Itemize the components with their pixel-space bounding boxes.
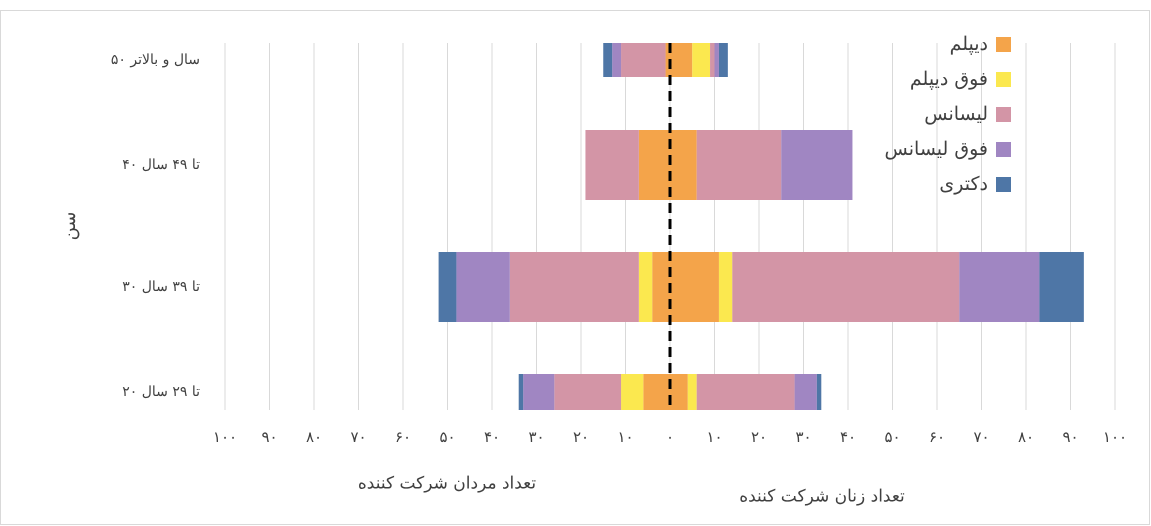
- bar-segment: [603, 43, 613, 77]
- bar-segment: [959, 252, 1040, 322]
- bar-segment: [612, 43, 622, 77]
- legend-label: دکتری: [939, 173, 988, 195]
- legend-swatch: [996, 37, 1011, 52]
- x-axis-label-left: تعداد مردان شرکت کننده: [358, 474, 536, 494]
- bar-segment: [696, 130, 782, 200]
- bar-segment: [732, 252, 960, 322]
- bar-segment: [710, 43, 715, 77]
- x-tick-label: ۹۰: [1062, 428, 1078, 446]
- x-tick-label: ۸۰: [306, 428, 322, 446]
- x-tick-label: ۵۰: [439, 428, 455, 446]
- x-tick-label: ۴۰: [484, 428, 500, 446]
- chart-frame: [0, 10, 1150, 525]
- bar-segment: [523, 374, 555, 410]
- x-tick-label: ۲۰: [573, 428, 589, 446]
- bar-segment: [585, 130, 639, 200]
- bar-segment: [554, 374, 622, 410]
- y-tick-label: ۵۰ سال و بالاتر: [111, 52, 200, 68]
- bar-segment: [670, 130, 697, 200]
- legend-label: فوق لیسانس: [885, 138, 988, 160]
- bar-segment: [1039, 252, 1084, 322]
- x-tick-label: ۲۰: [751, 428, 767, 446]
- y-tick-label: ۴۰ تا ۴۹ سال: [122, 157, 200, 173]
- bar-segment: [438, 252, 457, 322]
- y-axis-label: سن: [59, 212, 80, 241]
- x-tick-label: ۷۰: [350, 428, 366, 446]
- bar-segment: [638, 130, 670, 200]
- bar-segment: [692, 43, 711, 77]
- x-tick-label: ۹۰: [261, 428, 277, 446]
- x-tick-label: ۶۰: [929, 428, 945, 446]
- legend-label: فوق دیپلم: [910, 68, 988, 90]
- bar-segment: [687, 374, 697, 410]
- bar-segment: [509, 252, 639, 322]
- bar-segment: [781, 130, 853, 200]
- bar-segment: [670, 43, 693, 77]
- bar-segment: [670, 374, 688, 410]
- legend-swatch: [996, 177, 1011, 192]
- bar-segment: [652, 252, 670, 322]
- legend-label: دیپلم: [950, 33, 988, 55]
- bar-segment: [665, 43, 670, 77]
- legend-swatch: [996, 107, 1011, 122]
- bar-segment: [718, 252, 733, 322]
- bar-segment: [816, 374, 822, 410]
- bar-segment: [621, 43, 666, 77]
- bar-segment: [638, 252, 653, 322]
- bar-segment: [621, 374, 644, 410]
- x-axis-label-right: تعداد زنان شرکت کننده: [739, 487, 905, 507]
- bar-segment: [670, 252, 719, 322]
- y-tick-label: ۲۰ تا ۲۹ سال: [122, 384, 200, 400]
- x-tick-label: ۰: [666, 428, 674, 446]
- x-tick-label: ۴۰: [840, 428, 856, 446]
- bar-segment: [696, 374, 795, 410]
- x-tick-label: ۱۰: [706, 428, 722, 446]
- x-tick-label: ۷۰: [973, 428, 989, 446]
- legend-swatch: [996, 142, 1011, 157]
- x-tick-label: ۸۰: [1018, 428, 1034, 446]
- x-tick-label: ۳۰: [528, 428, 544, 446]
- x-tick-label: ۱۰۰: [213, 428, 237, 446]
- bar-segment: [643, 374, 670, 410]
- bar-segment: [794, 374, 817, 410]
- bar-segment: [518, 374, 524, 410]
- bar-segment: [456, 252, 510, 322]
- x-tick-label: ۳۰: [795, 428, 811, 446]
- x-tick-label: ۱۰: [617, 428, 633, 446]
- y-tick-label: ۳۰ تا ۳۹ سال: [122, 279, 200, 295]
- x-tick-label: ۵۰: [884, 428, 900, 446]
- x-tick-label: ۶۰: [395, 428, 411, 446]
- x-tick-label: ۱۰۰: [1103, 428, 1127, 446]
- bar-segment: [714, 43, 719, 77]
- bar-segment: [718, 43, 728, 77]
- legend-swatch: [996, 72, 1011, 87]
- legend-label: لیسانس: [924, 103, 988, 125]
